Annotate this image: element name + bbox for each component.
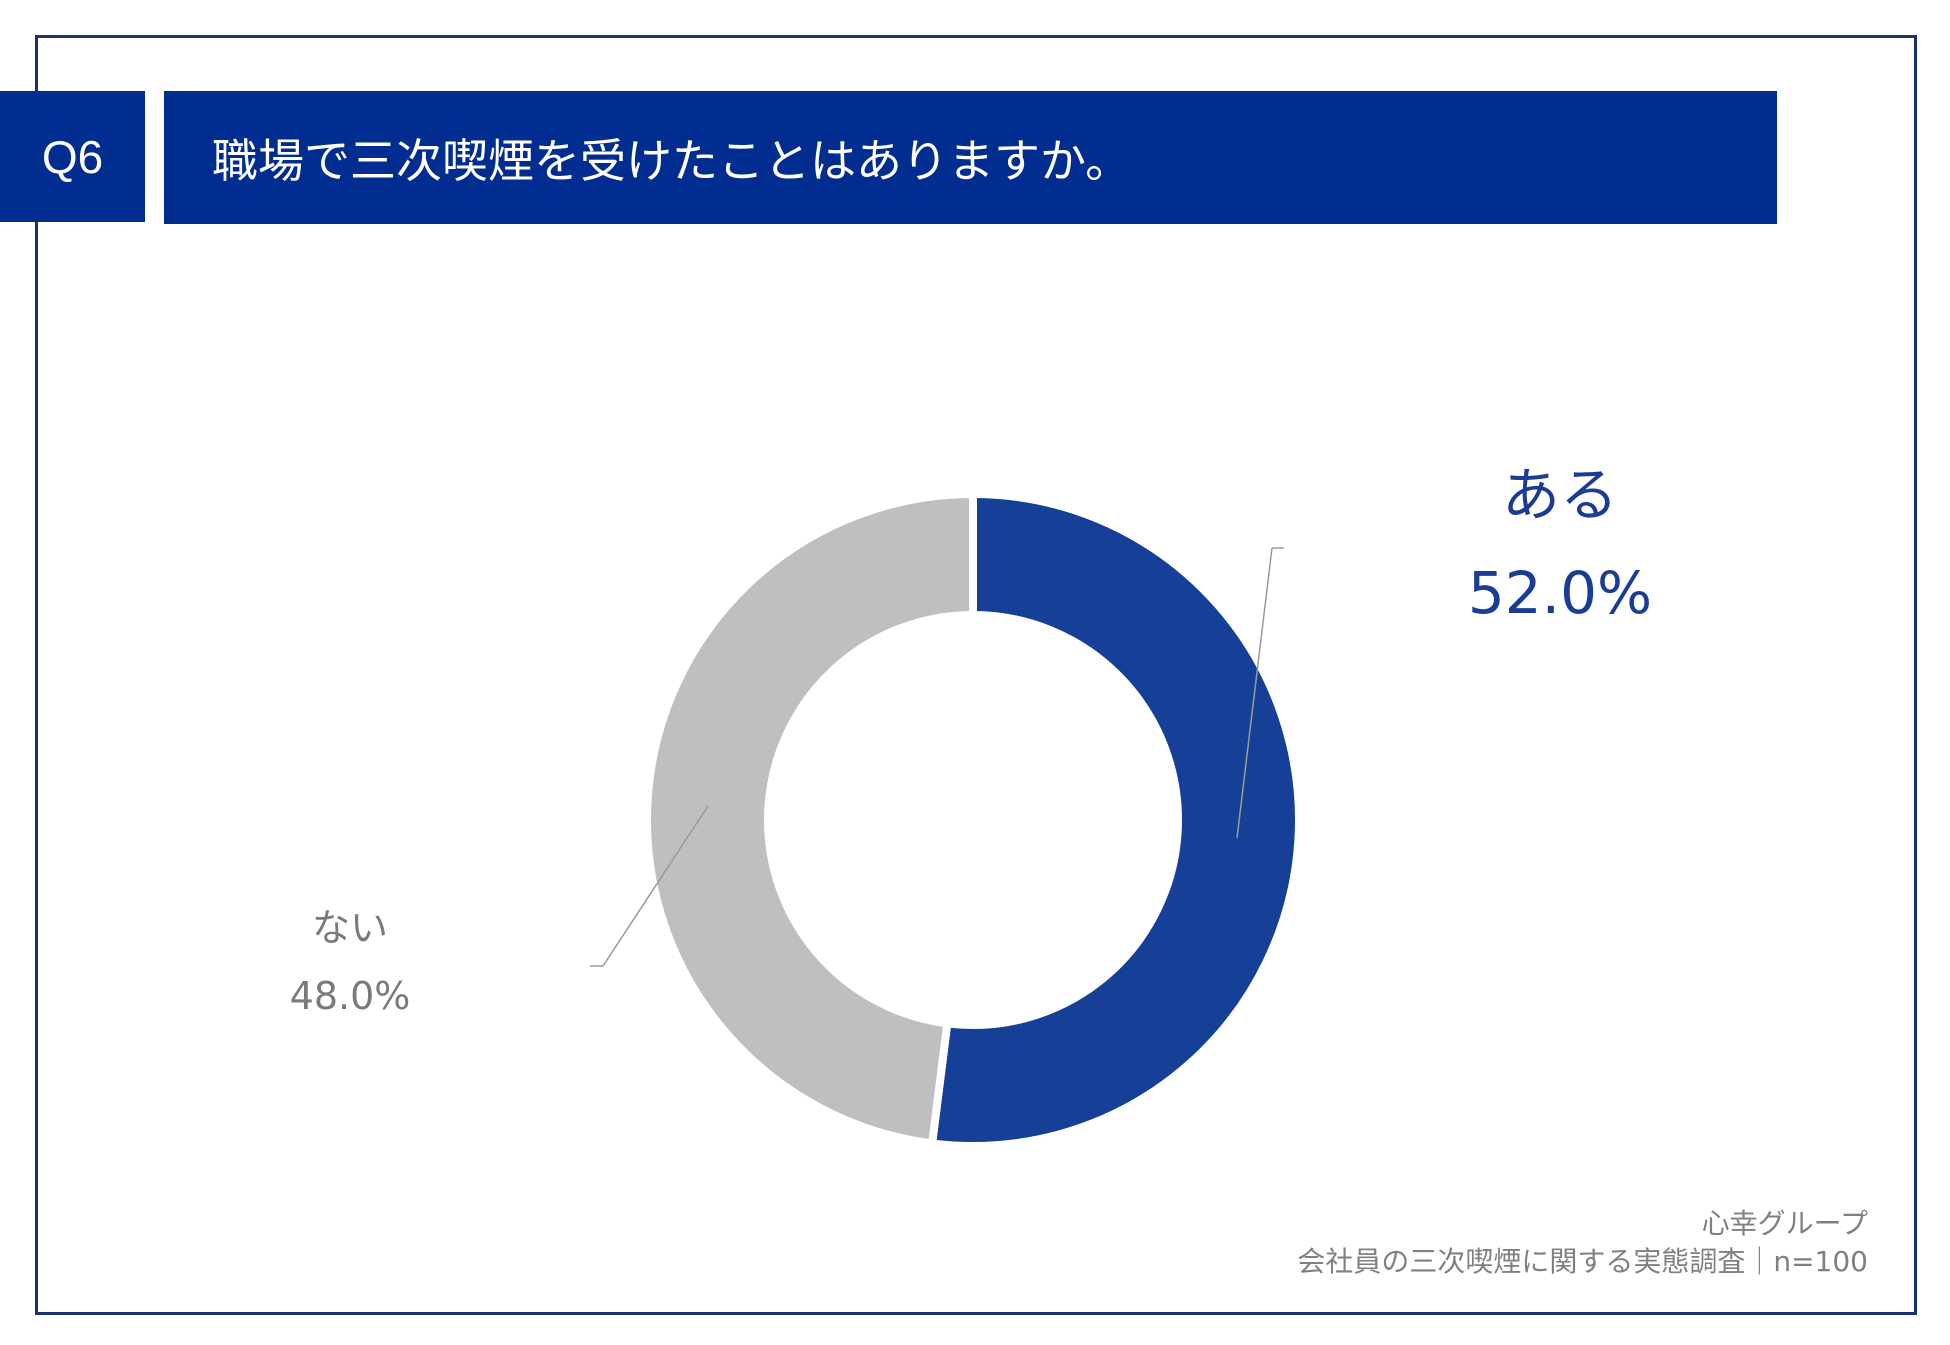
leader-line-no bbox=[602, 805, 709, 967]
source-text: 心幸グループ bbox=[1701, 1207, 1868, 1240]
slice-value-no: 48.0% bbox=[289, 974, 411, 1018]
question-title-bar: 職場で三次喫煙を受けたことはありますか。 bbox=[164, 91, 1777, 224]
slice-label-yes: ある 52.0% bbox=[1420, 455, 1700, 633]
survey-text: 会社員の三次喫煙に関する実態調査｜n=100 bbox=[1297, 1245, 1868, 1278]
question-number: Q6 bbox=[41, 130, 104, 183]
slice-value-yes: 52.0% bbox=[1467, 559, 1653, 627]
leader-line-yes bbox=[1236, 547, 1273, 839]
slice-category-yes: ある bbox=[1501, 461, 1618, 529]
donut-slice-no bbox=[643, 489, 977, 1148]
slice-category-no: ない bbox=[311, 906, 388, 950]
question-title: 職場で三次喫煙を受けたことはありますか。 bbox=[212, 133, 1132, 188]
slice-label-no: ない 48.0% bbox=[250, 900, 450, 1024]
footer: 心幸グループ 会社員の三次喫煙に関する実態調査｜n=100 bbox=[1297, 1205, 1868, 1281]
question-number-badge: Q6 bbox=[0, 91, 145, 222]
donut-slices bbox=[643, 489, 1303, 1150]
donut-slice-yes bbox=[927, 489, 1303, 1150]
